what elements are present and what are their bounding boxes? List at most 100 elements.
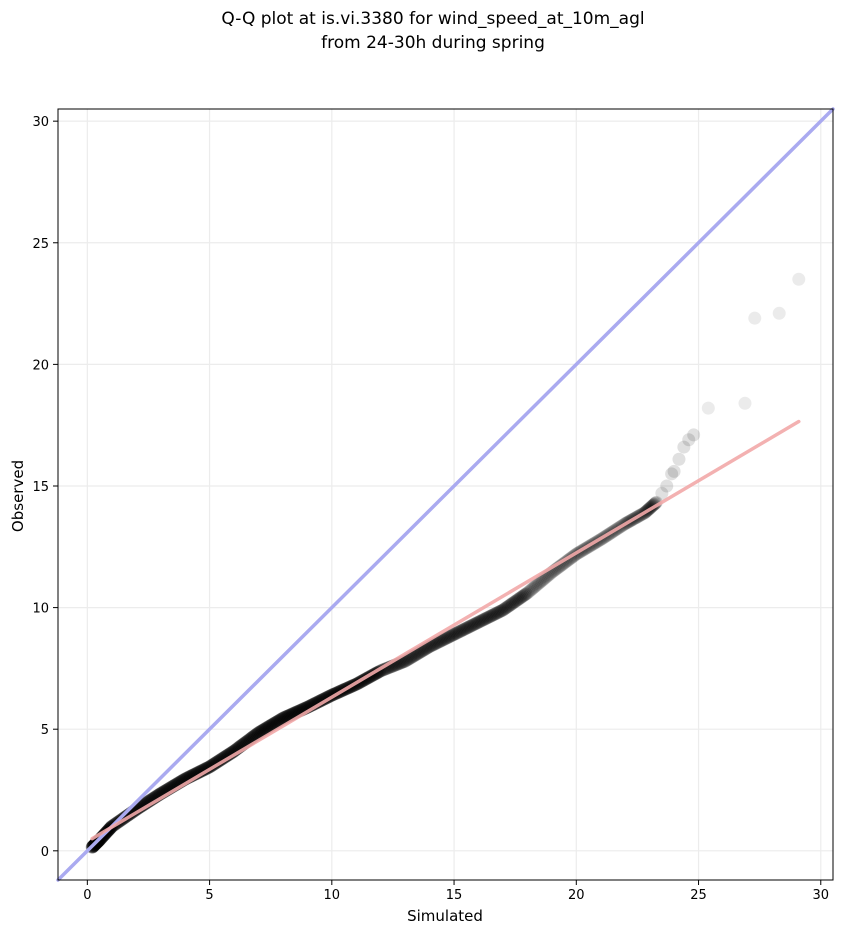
data-point bbox=[514, 591, 528, 605]
data-point bbox=[533, 576, 547, 590]
data-point bbox=[486, 608, 500, 622]
data-point bbox=[443, 629, 457, 643]
data-point bbox=[459, 621, 473, 635]
data-point bbox=[436, 633, 450, 647]
data-point bbox=[249, 728, 263, 742]
data-point bbox=[512, 592, 526, 606]
data-point bbox=[251, 726, 265, 740]
grid bbox=[58, 109, 833, 880]
data-point bbox=[500, 600, 514, 614]
data-point bbox=[262, 719, 276, 733]
data-point bbox=[433, 634, 447, 648]
x-tick-label: 0 bbox=[83, 888, 91, 903]
data-point bbox=[524, 583, 538, 597]
y-tick-label: 5 bbox=[41, 723, 49, 738]
data-point bbox=[266, 717, 280, 731]
y-tick-label: 30 bbox=[32, 115, 49, 130]
data-point bbox=[665, 467, 679, 481]
data-point bbox=[495, 604, 509, 618]
data-point bbox=[492, 605, 506, 619]
data-point bbox=[435, 633, 449, 647]
data-point bbox=[256, 723, 270, 737]
data-point bbox=[477, 612, 491, 626]
data-point bbox=[466, 618, 480, 632]
x-axis-label: Simulated bbox=[407, 907, 483, 925]
data-point bbox=[458, 622, 472, 636]
data-point bbox=[473, 615, 487, 629]
x-tick-label: 20 bbox=[568, 888, 585, 903]
data-point bbox=[499, 601, 513, 615]
data-point bbox=[748, 311, 762, 325]
data-point bbox=[469, 617, 483, 631]
data-point bbox=[478, 612, 492, 626]
x-tick-label: 25 bbox=[690, 888, 707, 903]
data-point bbox=[682, 433, 696, 447]
data-point bbox=[519, 587, 533, 601]
data-point bbox=[792, 272, 806, 286]
data-point bbox=[522, 585, 536, 599]
data-point bbox=[701, 401, 715, 415]
data-point bbox=[523, 584, 537, 598]
data-point bbox=[504, 597, 518, 611]
reference-lines bbox=[56, 107, 835, 882]
data-point bbox=[467, 617, 481, 631]
plot-frame bbox=[57, 108, 834, 881]
y-tick-label: 20 bbox=[32, 358, 49, 373]
data-point bbox=[454, 624, 468, 638]
y-tick-label: 10 bbox=[32, 602, 49, 617]
data-point bbox=[667, 464, 681, 478]
data-point bbox=[505, 596, 519, 610]
data-point bbox=[268, 716, 282, 730]
data-point bbox=[511, 593, 525, 607]
data-point bbox=[447, 627, 461, 641]
data-point bbox=[258, 722, 272, 736]
data-point bbox=[493, 604, 507, 618]
x-tick-label: 15 bbox=[446, 888, 463, 903]
chart-title-line-1: Q-Q plot at is.vi.3380 for wind_speed_at… bbox=[221, 9, 644, 29]
data-point bbox=[470, 616, 484, 630]
data-point bbox=[455, 623, 469, 637]
data-point bbox=[446, 628, 460, 642]
data-point bbox=[279, 710, 293, 724]
x-axis-ticks: 0 5 10 15 20 25 30 bbox=[83, 880, 829, 903]
data-point bbox=[476, 613, 490, 627]
data-point bbox=[461, 621, 475, 635]
data-point bbox=[534, 575, 548, 589]
data-point bbox=[480, 611, 494, 625]
data-point bbox=[672, 452, 686, 466]
data-point bbox=[427, 637, 441, 651]
data-point bbox=[738, 396, 752, 410]
data-point bbox=[472, 615, 486, 629]
chart-title-line-2: from 24-30h during spring bbox=[321, 33, 545, 53]
data-point bbox=[488, 607, 502, 621]
data-point bbox=[518, 588, 532, 602]
data-point bbox=[272, 714, 286, 728]
data-point bbox=[655, 486, 669, 500]
data-point bbox=[507, 595, 521, 609]
data-point bbox=[429, 636, 443, 650]
data-point bbox=[257, 723, 271, 737]
data-point bbox=[772, 306, 786, 320]
data-point bbox=[489, 606, 503, 620]
data-point bbox=[491, 606, 505, 620]
data-point bbox=[444, 629, 458, 643]
data-point bbox=[280, 709, 294, 723]
data-point bbox=[484, 609, 498, 623]
data-points bbox=[85, 272, 806, 854]
x-tick-label: 10 bbox=[324, 888, 341, 903]
x-tick-label: 5 bbox=[205, 888, 213, 903]
data-point bbox=[270, 715, 284, 729]
y-tick-label: 25 bbox=[32, 237, 49, 252]
data-point bbox=[254, 724, 268, 738]
data-point bbox=[527, 580, 541, 594]
data-point bbox=[432, 635, 446, 649]
data-point bbox=[428, 637, 442, 651]
data-point bbox=[261, 720, 275, 734]
data-point bbox=[660, 479, 674, 493]
data-point bbox=[516, 589, 530, 603]
data-point bbox=[439, 631, 453, 645]
data-point bbox=[253, 725, 267, 739]
data-point bbox=[457, 623, 471, 637]
data-point bbox=[503, 598, 517, 612]
